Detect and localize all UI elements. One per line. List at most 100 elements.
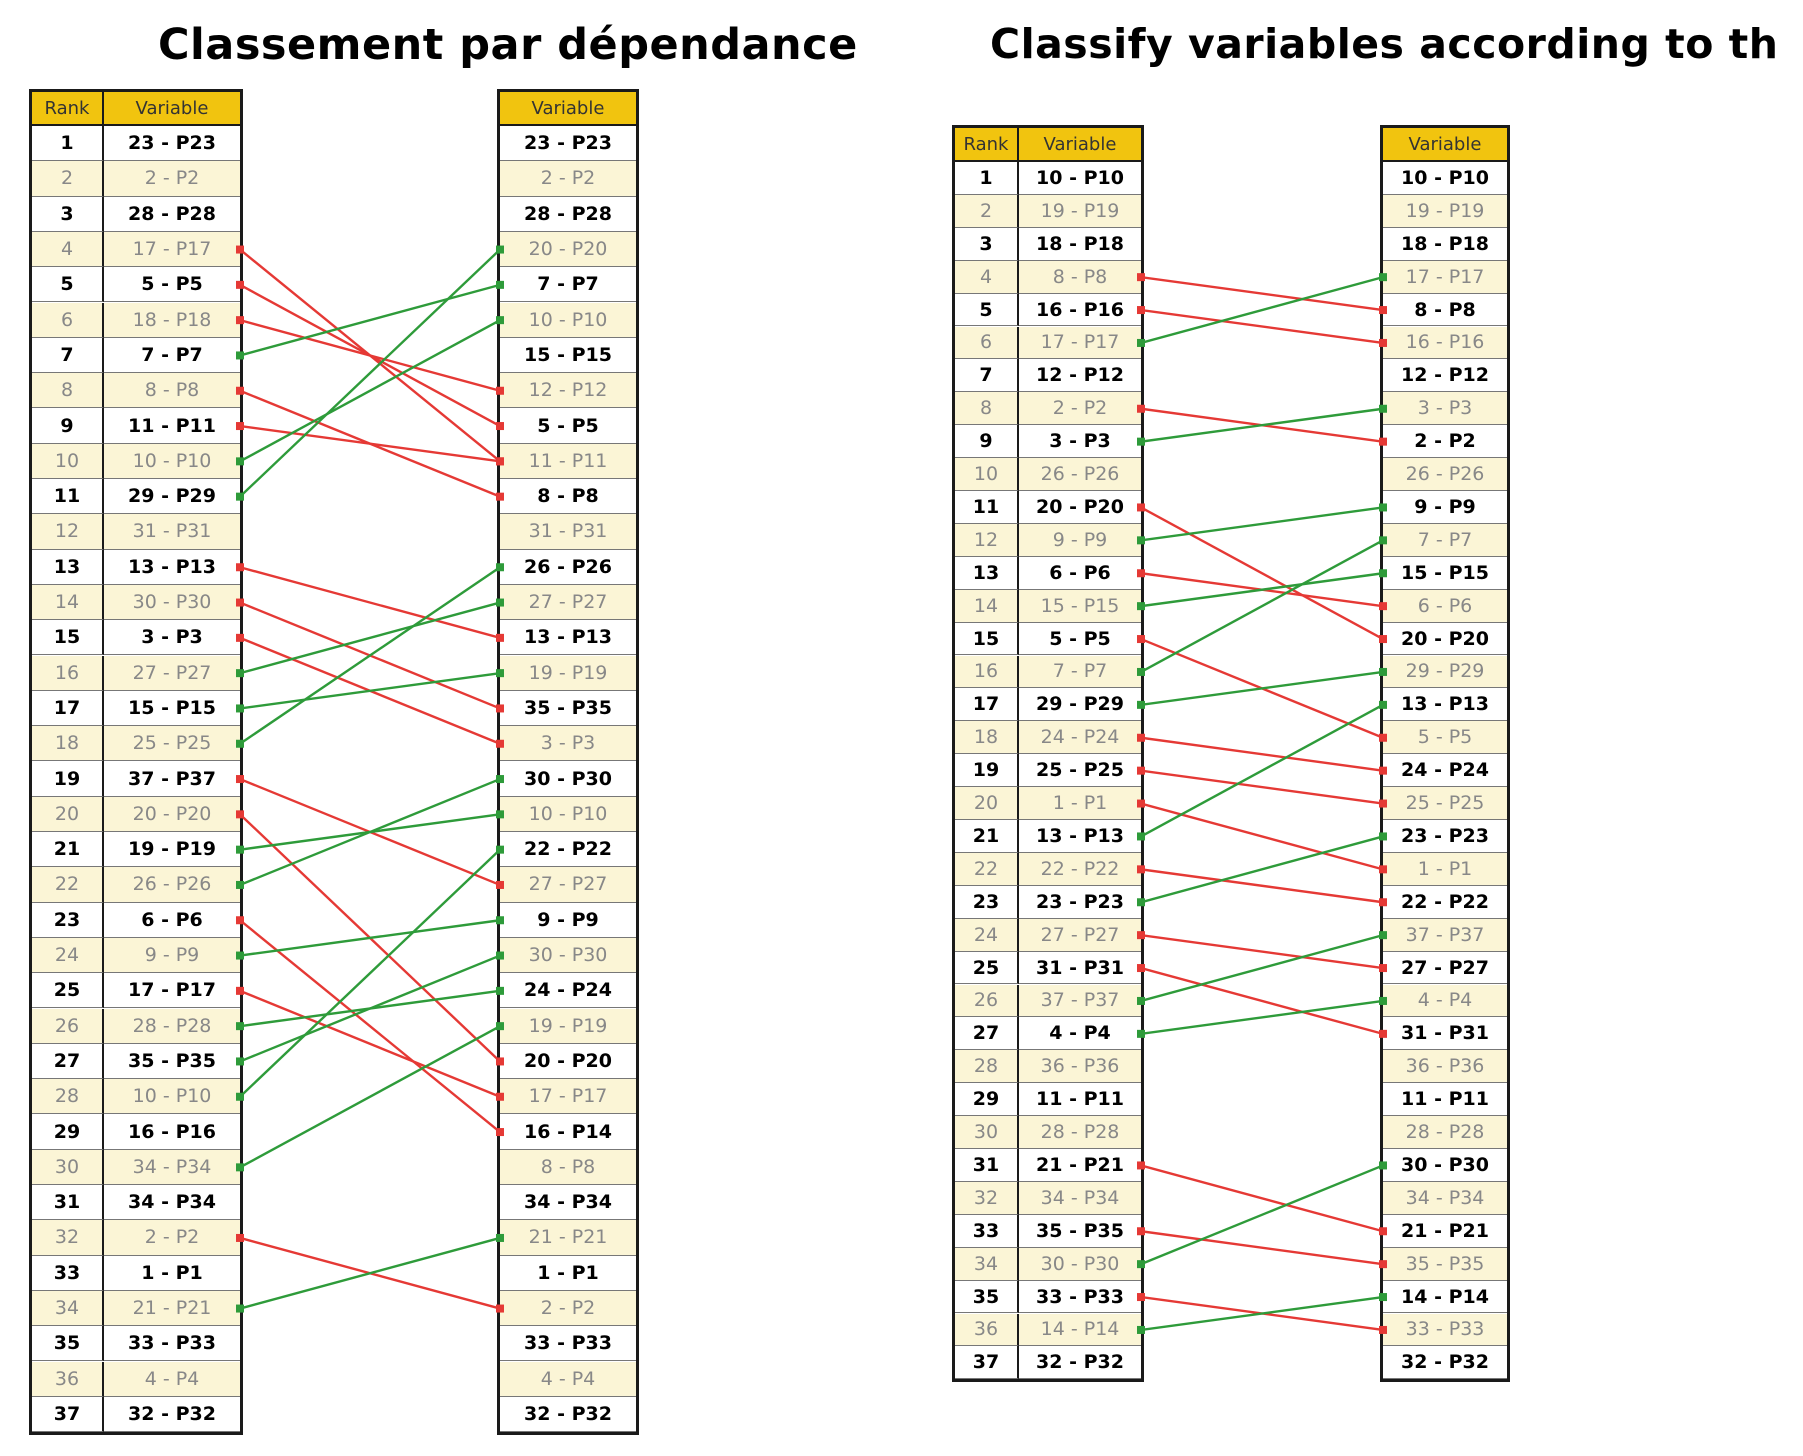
left-link-endpoint	[496, 845, 504, 854]
left-rank-cell: 19	[32, 761, 104, 797]
right-rank-cell: 21	[955, 820, 1019, 853]
left-variable-cell: 13 - P13	[104, 549, 240, 585]
left-rank-cell: 20	[32, 796, 104, 832]
left-ranked-variable-cell: 30 - P30	[500, 761, 636, 797]
left-ranked-variable-cell: 30 - P30	[500, 937, 636, 974]
right-rank-cell: 12	[955, 523, 1019, 557]
left-ranked-variable-cell: 27 - P27	[500, 584, 636, 621]
right-variable-cell: 33 - P33	[1019, 1280, 1141, 1314]
left-rank-cell: 11	[32, 479, 104, 515]
right-rank-cell: 8	[955, 392, 1019, 426]
left-rank-cell: 35	[32, 1326, 104, 1362]
right-rank-cell: 18	[955, 721, 1019, 755]
right-ranked-variable-cell: 23 - P23	[1383, 820, 1507, 853]
left-link-endpoint	[236, 1092, 244, 1101]
left-link-endpoint	[496, 563, 504, 572]
left-ranked-variable-cell: 15 - P15	[500, 337, 636, 374]
right-variable-cell: 36 - P36	[1019, 1050, 1141, 1084]
left-variable-cell: 32 - P32	[104, 1396, 240, 1433]
right-ranked-variable-cell: 34 - P34	[1383, 1181, 1507, 1215]
left-rank-link	[239, 283, 501, 357]
right-variable-cell: 7 - P7	[1019, 655, 1141, 689]
left-ranked-variable-header: Variable	[500, 92, 636, 126]
right-ranked-variable-cell: 4 - P4	[1383, 984, 1507, 1018]
right-link-endpoint	[1137, 503, 1145, 512]
right-rank-link	[1140, 308, 1384, 345]
left-link-endpoint	[496, 916, 504, 925]
right-variable-cell: 5 - P5	[1019, 622, 1141, 656]
right-rank-cell: 31	[955, 1149, 1019, 1182]
left-link-endpoint	[496, 1304, 504, 1313]
right-link-endpoint	[1137, 635, 1145, 644]
right-variable-header: Variable	[1019, 128, 1141, 162]
right-rank-cell: 28	[955, 1050, 1019, 1084]
left-link-endpoint	[496, 704, 504, 713]
right-rank-link	[1140, 835, 1384, 904]
left-rank-cell: 32	[32, 1220, 104, 1256]
left-variable-cell: 33 - P33	[104, 1326, 240, 1362]
left-link-endpoint	[496, 492, 504, 501]
right-link-endpoint	[1379, 964, 1387, 973]
left-ranked-variable-cell: 2 - P2	[500, 161, 636, 197]
right-ranked-variable-cell: 27 - P27	[1383, 951, 1507, 985]
left-rank-link	[239, 671, 501, 710]
right-variable-cell: 34 - P34	[1019, 1181, 1141, 1215]
right-ranked-variable-cell: 17 - P17	[1383, 260, 1507, 294]
left-variable-cell: 16 - P16	[104, 1114, 240, 1150]
right-variable-cell: 23 - P23	[1019, 885, 1141, 919]
right-rank-cell: 27	[955, 1017, 1019, 1051]
right-link-endpoint	[1379, 766, 1387, 775]
right-rank-cell: 1	[955, 162, 1019, 195]
right-rank-cell: 25	[955, 951, 1019, 985]
right-link-endpoint	[1137, 832, 1145, 841]
right-link-endpoint	[1137, 1293, 1145, 1302]
left-variable-cell: 17 - P17	[104, 973, 240, 1009]
left-rank-cell: 6	[32, 302, 104, 338]
left-ranked-variable-cell: 13 - P13	[500, 620, 636, 656]
right-link-endpoint	[1137, 799, 1145, 808]
left-rank-cell: 8	[32, 373, 104, 409]
left-rank-cell: 5	[32, 267, 104, 303]
left-variable-cell: 27 - P27	[104, 655, 240, 691]
right-link-endpoint	[1137, 1260, 1145, 1269]
right-link-endpoint	[1137, 667, 1145, 676]
right-ranked-variable-cell: 1 - P1	[1383, 852, 1507, 886]
left-rank-cell: 25	[32, 973, 104, 1009]
left-variable-cell: 25 - P25	[104, 726, 240, 762]
left-variable-cell: 35 - P35	[104, 1043, 240, 1080]
right-rank-header: Rank	[955, 128, 1019, 162]
right-link-endpoint	[1137, 1325, 1145, 1334]
left-rank-cell: 7	[32, 337, 104, 374]
left-link-endpoint	[236, 1022, 244, 1031]
left-rank-link	[239, 1025, 501, 1169]
left-variable-cell: 8 - P8	[104, 373, 240, 409]
right-link-endpoint	[1137, 898, 1145, 907]
left-rank-cell: 31	[32, 1185, 104, 1221]
left-rank-cell: 18	[32, 726, 104, 762]
left-link-endpoint	[236, 316, 244, 325]
left-variable-cell: 7 - P7	[104, 337, 240, 374]
left-rank-cell: 14	[32, 584, 104, 621]
right-link-endpoint	[1379, 503, 1387, 512]
right-rank-cell: 16	[955, 655, 1019, 689]
right-ranked-variable-cell: 16 - P16	[1383, 326, 1507, 360]
left-variable-cell: 28 - P28	[104, 1008, 240, 1044]
right-rank-link	[1140, 802, 1384, 871]
right-link-endpoint	[1137, 733, 1145, 742]
left-ranked-variable-cell: 3 - P3	[500, 726, 636, 762]
right-variable-cell: 35 - P35	[1019, 1214, 1141, 1248]
right-link-endpoint	[1137, 1029, 1145, 1038]
left-link-endpoint	[236, 457, 244, 466]
right-rank-cell: 15	[955, 622, 1019, 656]
right-rank-cell: 34	[955, 1247, 1019, 1281]
left-ranked-variable-cell: 32 - P32	[500, 1396, 636, 1433]
left-rank-link	[239, 248, 501, 498]
left-link-endpoint	[496, 457, 504, 466]
left-link-endpoint	[236, 1304, 244, 1313]
right-variable-cell: 18 - P18	[1019, 227, 1141, 261]
left-variable-cell: 2 - P2	[104, 1220, 240, 1256]
right-variable-cell: 26 - P26	[1019, 458, 1141, 491]
right-link-endpoint	[1379, 1227, 1387, 1236]
right-ranked-variable-cell: 15 - P15	[1383, 556, 1507, 590]
right-variable-cell: 3 - P3	[1019, 425, 1141, 459]
